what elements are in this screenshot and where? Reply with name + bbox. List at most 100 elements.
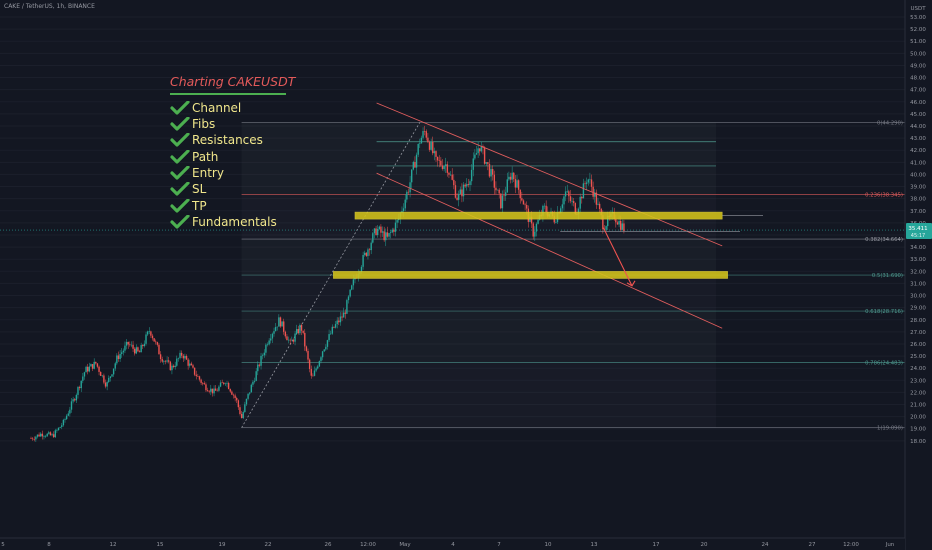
candle-body	[168, 360, 170, 362]
candle-body	[566, 191, 568, 192]
candle-body	[234, 395, 236, 399]
time-tick-label: May	[399, 542, 411, 548]
candle-body	[249, 392, 251, 394]
candle-body	[244, 404, 246, 413]
candle-body	[227, 382, 230, 390]
candle-body	[195, 374, 197, 377]
candle-body	[274, 327, 277, 332]
path-arrowhead-icon	[626, 280, 636, 287]
candle-body	[448, 172, 450, 175]
checklist-item: Fibs	[170, 116, 295, 132]
candle-body	[351, 285, 353, 290]
candle-body	[179, 352, 181, 359]
time-tick-label: 8	[47, 542, 51, 548]
candle-body	[571, 201, 573, 202]
candle-body	[268, 340, 270, 345]
check-icon	[170, 117, 190, 131]
candle-body	[598, 203, 601, 210]
candle-body	[573, 201, 575, 204]
candle-body	[122, 350, 125, 353]
candle-body	[112, 368, 115, 375]
candle-body	[283, 321, 285, 332]
candle-body	[101, 375, 103, 377]
candle-body	[232, 394, 235, 396]
candle-body	[169, 361, 172, 371]
candle-body	[331, 326, 334, 334]
candle-body	[461, 189, 463, 197]
candle-body	[151, 335, 154, 339]
candle-body	[237, 400, 240, 408]
checklist-item: Path	[170, 148, 295, 164]
candle-body	[597, 203, 599, 205]
checklist-item-label: SL	[192, 182, 207, 197]
candle-body	[428, 142, 431, 150]
support-zone	[333, 271, 728, 279]
candle-body	[535, 223, 538, 232]
candle-body	[190, 363, 193, 366]
candle-body	[224, 383, 227, 385]
candle-body	[492, 169, 494, 175]
price-tick-label: 22.00	[910, 390, 926, 396]
candle-body	[96, 363, 99, 367]
candle-body	[41, 433, 44, 437]
candle-body	[44, 436, 47, 437]
candle-body	[85, 366, 87, 373]
candle-body	[250, 384, 253, 393]
candle-body	[409, 182, 411, 193]
candle-body	[430, 141, 432, 150]
candle-body	[592, 186, 594, 197]
price-tick-label: 18.00	[910, 439, 926, 445]
candle-body	[459, 189, 461, 194]
candle-body	[495, 187, 497, 191]
candle-body	[40, 433, 42, 437]
candle-body	[148, 331, 150, 332]
candle-body	[93, 361, 95, 369]
candle-body	[65, 415, 68, 420]
candle-body	[342, 312, 345, 318]
price-tick-label: 41.00	[910, 160, 926, 166]
candle-body	[287, 339, 290, 341]
candle-body	[537, 219, 539, 224]
candle-body	[109, 376, 112, 378]
candle-body	[295, 329, 298, 334]
path-projection-line	[602, 227, 633, 287]
candle-body	[313, 370, 316, 376]
candle-body	[347, 296, 350, 301]
candle-body	[415, 154, 418, 168]
candle-body	[159, 354, 162, 360]
candle-body	[164, 360, 167, 362]
fib-level-label: 0.786(24.483)	[865, 360, 903, 366]
candle-body	[568, 191, 570, 197]
candle-body	[616, 222, 619, 225]
candle-body	[307, 350, 309, 360]
candle-body	[127, 341, 129, 345]
candle-body	[130, 344, 133, 346]
candle-body	[412, 161, 415, 170]
candle-body	[590, 179, 593, 187]
candle-body	[57, 427, 60, 431]
candle-body	[419, 143, 421, 144]
candle-body	[52, 434, 55, 438]
check-icon	[170, 214, 190, 229]
price-tick-label: 26.00	[910, 342, 926, 348]
candle-body	[406, 191, 408, 200]
current-price-tag	[906, 223, 932, 240]
candle-body	[328, 334, 330, 341]
candle-body	[121, 352, 123, 354]
candle-body	[87, 366, 89, 372]
candle-body	[117, 355, 120, 359]
candle-body	[83, 372, 86, 377]
candlestick-series	[30, 125, 625, 442]
candle-body	[35, 436, 37, 440]
candle-body	[372, 233, 374, 243]
candle-body	[545, 205, 547, 213]
candle-body	[451, 174, 453, 180]
time-tick-label: 7	[497, 542, 501, 548]
candle-body	[422, 131, 424, 138]
candle-body	[64, 419, 66, 420]
candle-body	[330, 333, 332, 335]
candle-body	[240, 413, 243, 419]
candle-body	[511, 172, 513, 180]
candle-body	[385, 232, 387, 241]
